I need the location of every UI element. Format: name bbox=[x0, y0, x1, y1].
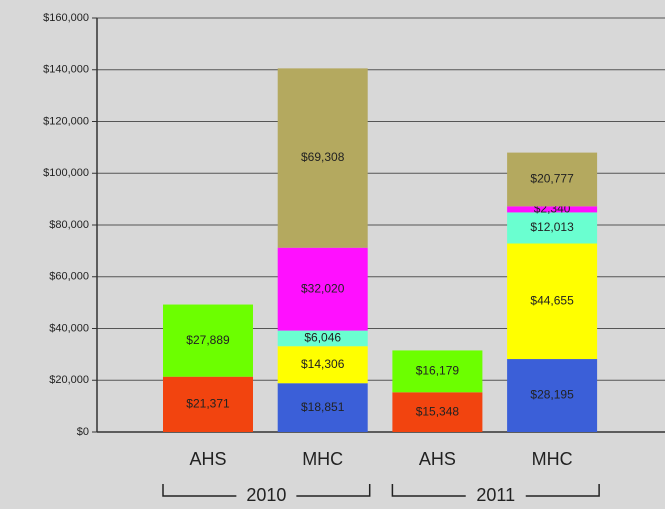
group-bracket bbox=[162, 484, 371, 497]
y-tick-label: $80,000 bbox=[49, 219, 89, 231]
x-tick-label: MHC bbox=[302, 449, 343, 469]
y-tick-label: $140,000 bbox=[43, 64, 89, 76]
group-label: 2011 bbox=[476, 485, 515, 505]
bar-segment bbox=[277, 330, 368, 347]
bar-segment bbox=[163, 376, 253, 432]
bar-segment bbox=[163, 304, 253, 377]
data-label: $16,179 bbox=[416, 364, 460, 378]
data-label: $20,777 bbox=[530, 172, 574, 186]
y-tick-label: $60,000 bbox=[49, 271, 89, 283]
data-label: $32,020 bbox=[301, 281, 345, 295]
data-label: $14,306 bbox=[301, 357, 345, 371]
x-tick-label: MHC bbox=[532, 449, 573, 469]
group-label: 2010 bbox=[246, 485, 286, 505]
data-label: $28,195 bbox=[530, 388, 574, 402]
data-label: $21,371 bbox=[186, 397, 230, 411]
data-label: $15,348 bbox=[416, 404, 460, 418]
data-label: $6,046 bbox=[304, 331, 341, 345]
bar-segment bbox=[507, 243, 598, 360]
bar-segment bbox=[392, 350, 483, 393]
data-label: $44,655 bbox=[530, 293, 574, 307]
y-tick-label: $160,000 bbox=[43, 12, 89, 24]
bar-segment bbox=[277, 247, 368, 331]
group-bracket bbox=[391, 484, 600, 497]
bar-segment bbox=[277, 346, 368, 384]
bar-segment bbox=[507, 359, 598, 432]
data-label: $69,308 bbox=[301, 150, 345, 164]
bar-segment bbox=[507, 206, 598, 213]
bar-segment bbox=[507, 152, 598, 207]
data-label: $18,851 bbox=[301, 400, 345, 414]
bar-segment bbox=[277, 383, 368, 432]
data-label: $27,889 bbox=[186, 333, 230, 347]
bar-segment bbox=[392, 392, 483, 432]
data-label: $12,013 bbox=[530, 220, 574, 234]
y-tick-label: $40,000 bbox=[49, 322, 89, 334]
y-tick-label: $100,000 bbox=[43, 167, 89, 179]
bar-segment bbox=[507, 212, 598, 244]
bar-segment bbox=[277, 68, 368, 248]
y-tick-label: $120,000 bbox=[43, 115, 89, 127]
y-tick-label: $20,000 bbox=[49, 374, 89, 386]
x-tick-label: AHS bbox=[419, 449, 456, 469]
y-tick-label: $0 bbox=[77, 426, 89, 438]
x-tick-label: AHS bbox=[189, 449, 226, 469]
